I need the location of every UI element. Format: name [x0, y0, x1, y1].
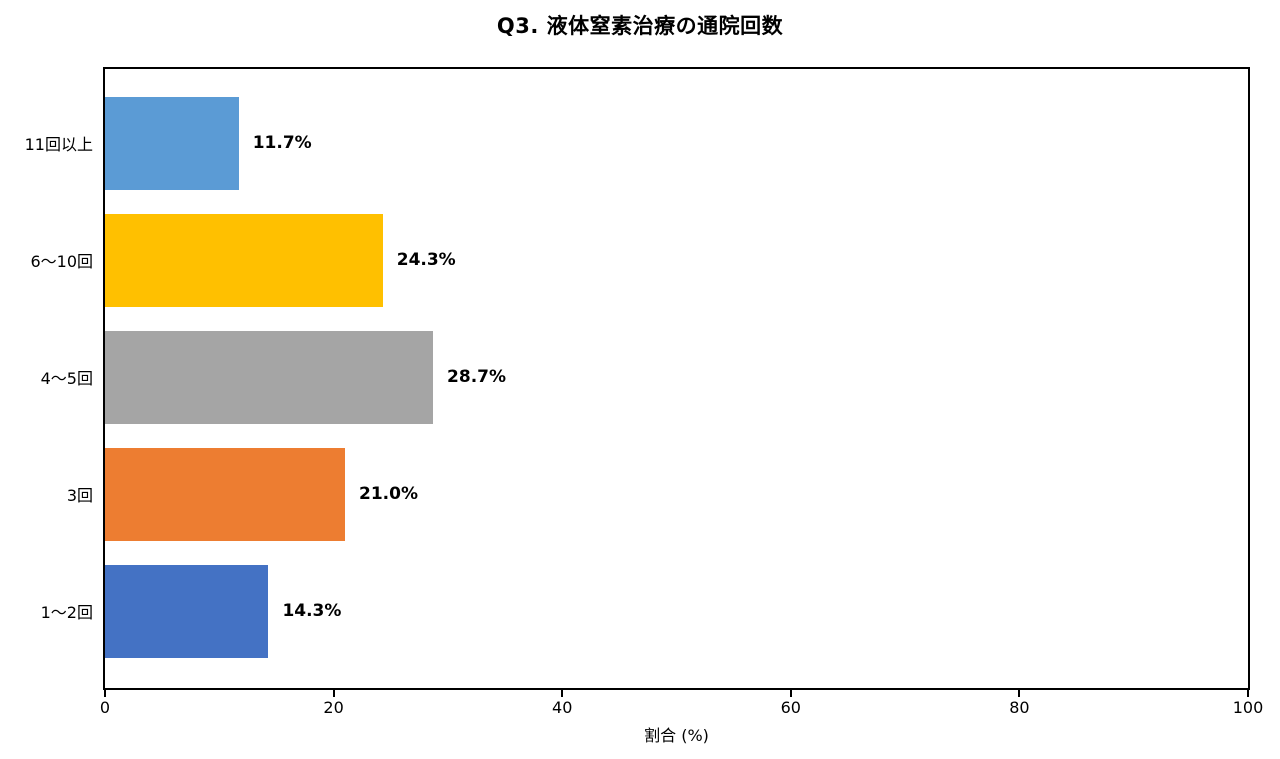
chart-bar — [105, 447, 346, 541]
x-axis-tick-mark — [1018, 690, 1021, 697]
bar-value-label: 28.7% — [447, 367, 507, 387]
bar-value-label: 24.3% — [396, 250, 456, 270]
bar-value-label: 21.0% — [359, 484, 418, 504]
x-axis-tick-label: 0 — [99, 698, 111, 717]
bar-value-label: 11.7% — [252, 133, 312, 153]
y-axis-tick-label: 11回以上 — [24, 135, 93, 154]
chart-bar — [105, 330, 434, 424]
x-axis-tick-label: 80 — [1009, 698, 1030, 717]
plot-area: 11.7% 24.3% 28.7% 21.0% 14.3% — [103, 67, 1250, 690]
chart-bar — [105, 96, 239, 190]
x-axis-tick-label: 100 — [1232, 698, 1264, 717]
x-axis-tick-mark — [104, 690, 106, 697]
y-axis-tick-label: 1〜2回 — [40, 603, 93, 622]
x-axis-tick-label: 20 — [323, 698, 344, 717]
x-axis-tick-mark — [332, 690, 335, 697]
x-axis-tick-label: 40 — [552, 698, 573, 717]
x-axis-tick-mark — [561, 690, 564, 697]
x-axis-tick-mark — [789, 690, 792, 697]
bar-value-label: 14.3% — [282, 601, 342, 621]
x-axis-tick-label: 60 — [780, 698, 801, 717]
chart-bar — [105, 213, 383, 307]
x-axis-tick-mark — [1247, 690, 1249, 697]
x-axis-label: 割合 (%) — [644, 726, 709, 745]
chart-title: Q3. 液体窒素治療の通院回数 — [496, 14, 784, 38]
y-axis-tick-label: 6〜10回 — [30, 252, 93, 271]
y-axis-tick-label: 4〜5回 — [40, 369, 93, 388]
chart-bar — [105, 564, 269, 658]
y-axis-tick-label: 3回 — [66, 486, 93, 505]
